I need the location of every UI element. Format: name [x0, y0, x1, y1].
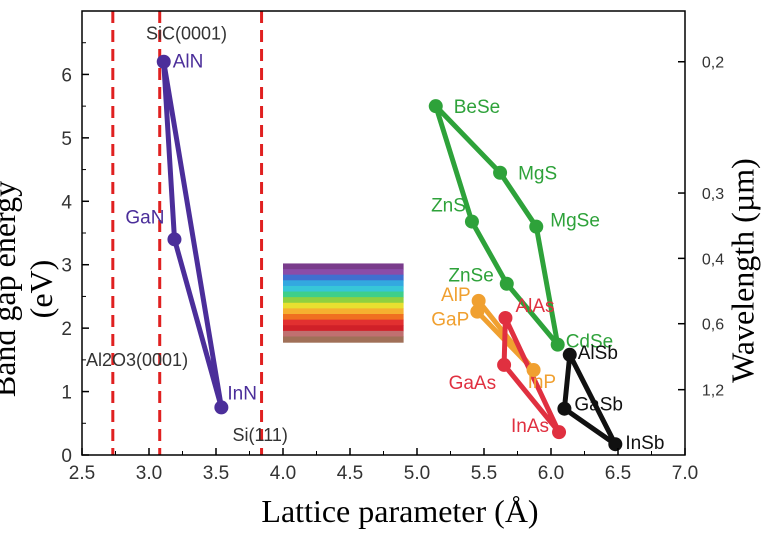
y2-tick-label-2: 0,4 — [702, 251, 724, 268]
x-tick-label-6: 5.5 — [471, 463, 497, 484]
spectrum-stripe-2 — [283, 275, 404, 281]
point-znse — [500, 277, 514, 291]
spectrum-stripe-8 — [283, 308, 404, 314]
label-aln: AlN — [173, 52, 204, 73]
x-tick-label-7: 6.0 — [538, 463, 564, 484]
secondary-y-axis-label: Wavelength (µm) — [725, 156, 762, 386]
y-tick-label-6: 6 — [61, 65, 72, 86]
x-tick-label-1: 3.0 — [136, 463, 162, 484]
x-tick-label-9: 7.0 — [672, 463, 698, 484]
x-tick-label-4: 4.5 — [337, 463, 363, 484]
point-alas — [498, 311, 512, 325]
x-tick-label-0: 2.5 — [69, 463, 95, 484]
spectrum-stripe-3 — [283, 280, 404, 286]
spectrum-stripe-4 — [283, 286, 404, 292]
label-gap: GaP — [431, 310, 469, 331]
label-inp: InP — [528, 372, 557, 393]
y-tick-label-3: 3 — [61, 256, 72, 277]
point-inn — [214, 400, 228, 414]
label-inas: InAs — [511, 416, 549, 437]
point-gap — [470, 305, 484, 319]
label-bese: BeSe — [454, 97, 500, 118]
x-axis-label: Lattice parameter (Å) — [180, 493, 620, 530]
point-mgs — [493, 166, 507, 180]
spectrum-stripe-1 — [283, 269, 404, 275]
point-gaas — [497, 358, 511, 372]
reference-label-0: Al2O3(0001) — [86, 350, 188, 370]
label-gasb: GaSb — [574, 395, 623, 416]
visible-spectrum-band — [283, 263, 404, 342]
point-mgse — [529, 220, 543, 234]
y-tick-label-0: 0 — [61, 446, 72, 467]
label-inn: InN — [227, 383, 257, 404]
label-mgse: MgSe — [550, 211, 600, 232]
point-zns — [465, 215, 479, 229]
spectrum-stripe-5 — [283, 292, 404, 298]
x-tick-label-2: 3.5 — [203, 463, 229, 484]
x-tick-label-5: 5.0 — [404, 463, 430, 484]
y2-tick-label-0: 0,2 — [702, 55, 724, 72]
spectrum-stripe-9 — [283, 314, 404, 320]
label-alsb: AlSb — [578, 343, 618, 364]
y-tick-label-2: 2 — [61, 319, 72, 340]
point-bese — [429, 99, 443, 113]
spectrum-stripe-10 — [283, 320, 404, 326]
y-tick-label-5: 5 — [61, 129, 72, 150]
x-tick-label-8: 6.5 — [605, 463, 631, 484]
y2-tick-label-3: 0,6 — [702, 317, 724, 334]
label-alp: AlP — [441, 285, 471, 306]
reference-label-1: SiC(0001) — [146, 24, 227, 44]
spectrum-stripe-7 — [283, 303, 404, 309]
label-znse: ZnSe — [448, 266, 493, 287]
y-axis-label: Band gap energy (eV) — [0, 174, 60, 404]
label-insb: InSb — [625, 433, 664, 454]
label-gan: GaN — [125, 207, 164, 228]
point-inas — [552, 425, 566, 439]
x-tick-label-3: 4.0 — [270, 463, 296, 484]
point-gan — [167, 232, 181, 246]
y2-tick-label-4: 1,2 — [702, 383, 724, 400]
spectrum-stripe-0 — [283, 263, 404, 269]
reference-label-2: Si(111) — [233, 425, 288, 445]
y-tick-label-4: 4 — [61, 192, 72, 213]
y-tick-label-1: 1 — [61, 383, 72, 404]
label-alas: AlAs — [515, 296, 554, 317]
label-gaas: GaAs — [449, 373, 497, 394]
point-insb — [608, 437, 622, 451]
point-gasb — [557, 402, 571, 416]
point-aln — [157, 55, 171, 69]
spectrum-stripe-12 — [283, 331, 404, 337]
spectrum-stripe-11 — [283, 325, 404, 331]
spectrum-stripe-13 — [283, 336, 404, 342]
spectrum-stripe-6 — [283, 297, 404, 303]
label-mgs: MgS — [518, 164, 557, 185]
label-zns: ZnS — [431, 196, 466, 217]
point-cdse — [551, 338, 565, 352]
y2-tick-label-1: 0,3 — [702, 186, 724, 203]
